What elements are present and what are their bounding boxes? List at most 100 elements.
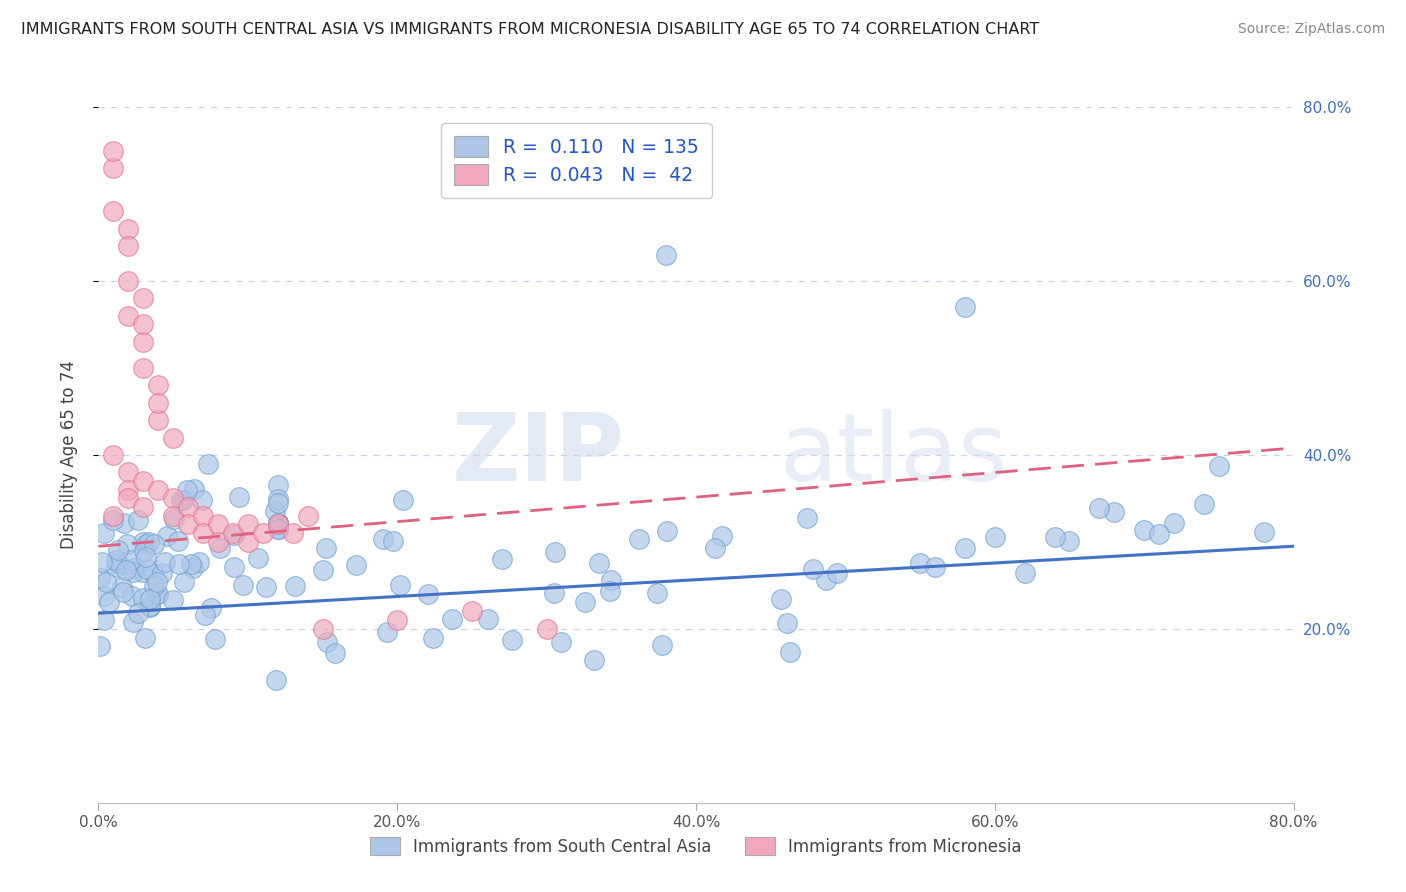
- Point: [111, 580, 134, 594]
- Point: [172, 493, 194, 508]
- Point: [103, 448, 125, 462]
- Point: [177, 500, 200, 514]
- Point: [117, 491, 139, 506]
- Point: [169, 558, 191, 572]
- Point: [252, 526, 274, 541]
- Point: [344, 558, 367, 572]
- Point: [98, 595, 121, 609]
- Point: [107, 557, 129, 571]
- Point: [388, 578, 411, 592]
- Point: [461, 605, 484, 619]
- Point: [132, 360, 155, 375]
- Point: [264, 504, 287, 518]
- Point: [315, 541, 337, 556]
- Point: [267, 491, 290, 506]
- Point: [209, 541, 232, 555]
- Point: [599, 573, 621, 587]
- Point: [645, 586, 668, 600]
- Point: [627, 533, 650, 547]
- Point: [103, 204, 125, 219]
- Point: [1192, 497, 1215, 511]
- Point: [543, 586, 565, 600]
- Point: [550, 635, 572, 649]
- Point: [266, 516, 288, 530]
- Point: [267, 517, 290, 532]
- Point: [284, 579, 307, 593]
- Point: [1043, 530, 1066, 544]
- Point: [776, 615, 799, 630]
- Point: [651, 638, 673, 652]
- Legend: Immigrants from South Central Asia, Immigrants from Micronesia: Immigrants from South Central Asia, Immi…: [361, 829, 1031, 864]
- Point: [267, 516, 290, 531]
- Point: [111, 585, 134, 599]
- Point: [1253, 525, 1275, 540]
- Point: [180, 558, 202, 572]
- Point: [583, 653, 606, 667]
- Point: [93, 613, 115, 627]
- Point: [491, 552, 513, 566]
- Point: [89, 640, 111, 654]
- Point: [191, 526, 214, 541]
- Point: [264, 673, 287, 687]
- Point: [779, 645, 801, 659]
- Point: [385, 613, 409, 627]
- Point: [107, 543, 129, 558]
- Point: [194, 608, 217, 623]
- Point: [115, 537, 138, 551]
- Point: [207, 534, 229, 549]
- Point: [197, 458, 219, 472]
- Point: [181, 561, 204, 575]
- Point: [132, 334, 155, 349]
- Point: [1147, 527, 1170, 541]
- Point: [574, 595, 596, 609]
- Point: [228, 490, 250, 504]
- Point: [148, 413, 170, 427]
- Point: [142, 579, 165, 593]
- Point: [311, 622, 333, 636]
- Point: [142, 567, 165, 582]
- Point: [135, 537, 157, 551]
- Point: [984, 530, 1007, 544]
- Point: [117, 274, 139, 288]
- Point: [599, 584, 621, 599]
- Point: [89, 571, 111, 585]
- Point: [544, 545, 567, 559]
- Point: [132, 500, 155, 514]
- Point: [953, 541, 976, 555]
- Point: [162, 593, 184, 607]
- Point: [704, 541, 727, 555]
- Point: [1133, 523, 1156, 537]
- Point: [139, 599, 162, 614]
- Point: [148, 483, 170, 497]
- Point: [162, 491, 184, 506]
- Point: [323, 647, 346, 661]
- Point: [122, 560, 145, 574]
- Point: [188, 555, 211, 569]
- Point: [801, 562, 824, 576]
- Point: [312, 563, 335, 577]
- Text: ZIP: ZIP: [451, 409, 624, 501]
- Point: [135, 562, 157, 576]
- Point: [103, 513, 125, 527]
- Point: [232, 577, 254, 591]
- Point: [267, 477, 290, 491]
- Point: [132, 318, 155, 332]
- Y-axis label: Disability Age 65 to 74: Disability Age 65 to 74: [59, 360, 77, 549]
- Point: [236, 517, 259, 532]
- Point: [162, 512, 184, 526]
- Point: [657, 524, 679, 538]
- Point: [200, 600, 222, 615]
- Point: [536, 622, 558, 636]
- Point: [103, 161, 125, 175]
- Point: [655, 248, 678, 262]
- Point: [167, 533, 190, 548]
- Point: [224, 527, 246, 541]
- Point: [1088, 501, 1111, 516]
- Point: [134, 543, 156, 558]
- Point: [267, 522, 290, 536]
- Point: [146, 587, 169, 601]
- Point: [267, 522, 290, 536]
- Point: [254, 580, 277, 594]
- Point: [139, 599, 162, 614]
- Point: [391, 493, 413, 508]
